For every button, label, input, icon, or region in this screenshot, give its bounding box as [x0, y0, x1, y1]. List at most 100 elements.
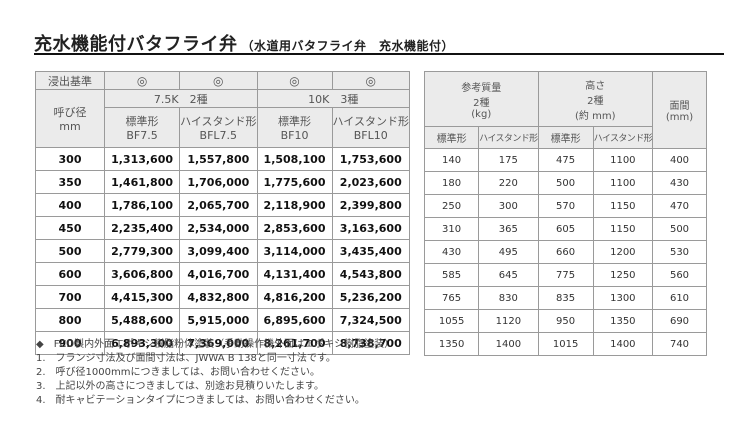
spec-cell: 690	[652, 309, 707, 333]
price-cell: 4,016,700	[179, 262, 258, 286]
price-row: 450 2,235,400 2,534,000 2,853,600 3,163,600	[34, 216, 411, 240]
page-title-main: 充水機能付バタフライ弁	[34, 34, 238, 55]
spec-row: 1350 1400 1015 1400 740	[423, 332, 707, 356]
nominal-size-cell: 600	[34, 262, 106, 286]
price-row: 900 6,893,300 7,369,000 8,261,700 8,738,700	[34, 331, 411, 355]
spec-cell: 500	[652, 217, 707, 241]
price-table: 浸出基準 ◎ ◎ ◎ ◎ 呼び径 mm 7.5K 2種 10K 3種 標準形 BF…	[34, 71, 411, 355]
price-cell: 7,369,000	[179, 331, 258, 355]
spec-cell: 470	[652, 194, 707, 218]
spec-cell: 300	[478, 194, 539, 218]
spec-cell: 835	[537, 286, 594, 310]
spec-row: 250 300 570 1150 470	[423, 194, 707, 218]
mass-label: 参考質量	[461, 82, 502, 94]
spec-cell: 605	[537, 217, 594, 241]
face-to-face-header: 面間 (mm)	[652, 71, 707, 149]
model-code: BFL7.5	[199, 129, 238, 142]
spec-cell: 1150	[592, 217, 654, 241]
spec-cell: 830	[478, 286, 539, 310]
spec-row: 765 830 835 1300 610	[423, 286, 707, 310]
price-cell: 6,893,300	[104, 331, 181, 355]
model-name: ハイスタンド形	[180, 115, 257, 128]
leaching-mark: ◎	[331, 71, 411, 90]
spec-cell: 365	[478, 217, 539, 241]
nominal-size-cell: 300	[34, 147, 106, 171]
price-cell: 3,163,600	[331, 216, 411, 240]
spec-cell: 1150	[592, 194, 654, 218]
price-cell: 3,435,400	[331, 239, 411, 263]
spec-cell: 475	[537, 148, 594, 172]
spec-cell: 585	[423, 263, 480, 287]
mass-highstand-header: ハイスタンド形	[478, 126, 539, 149]
nominal-size-label: 呼び径	[53, 106, 87, 119]
group-10k: 10K 3種	[256, 89, 411, 108]
spec-row: 180 220 500 1100 430	[423, 171, 707, 195]
spec-cell: 500	[537, 171, 594, 195]
note-line: ◆ FCD製内外面エポキシ樹脂粉体塗装（手動操作機外面はエポキシ樹脂塗装）	[36, 339, 395, 350]
price-cell: 6,895,600	[256, 308, 333, 332]
height-header: 高さ 2種 (約 mm)	[537, 71, 654, 127]
price-cell: 2,235,400	[104, 216, 181, 240]
height-standard-header: 標準形	[537, 126, 594, 149]
price-cell: 7,324,500	[331, 308, 411, 332]
model-code: BFL10	[353, 129, 388, 142]
price-row: 700 4,415,300 4,832,800 4,816,200 5,236,200	[34, 285, 411, 309]
mass-header: 参考質量 2種 (kg)	[424, 71, 539, 127]
spec-cell: 1250	[592, 263, 654, 287]
price-cell: 3,099,400	[179, 239, 258, 263]
spec-cell: 570	[537, 194, 594, 218]
nominal-size-cell: 500	[34, 239, 106, 263]
price-cell: 1,775,600	[256, 170, 333, 194]
price-cell: 4,816,200	[256, 285, 333, 309]
spec-cell: 610	[652, 286, 707, 310]
price-cell: 2,853,600	[256, 216, 333, 240]
spec-rows: 140 175 475 1100 400 180 220 500 1100 430 250 300 57…	[423, 148, 707, 356]
spec-cell: 1015	[537, 332, 594, 356]
price-cell: 2,065,700	[179, 193, 258, 217]
spec-cell: 1100	[592, 148, 654, 172]
model-bfl10-header: ハイスタンド形 BFL10	[331, 107, 411, 148]
price-cell: 1,508,100	[256, 147, 333, 171]
note-line: 1. フランジ寸法及び面間寸法は、JWWA B 138と同一寸法です。	[36, 353, 336, 364]
price-cell: 5,915,000	[179, 308, 258, 332]
nominal-size-cell: 700	[34, 285, 106, 309]
price-cell: 4,832,800	[179, 285, 258, 309]
model-row: 標準形 BF7.5 ハイスタンド形 BFL7.5 標準形 BF10 ハイスタンド形 BF…	[36, 107, 411, 148]
note-line: 2. 呼び径1000mmにつきましては、お問い合わせください。	[36, 367, 320, 378]
leaching-standard-label: 浸出基準	[34, 71, 106, 90]
price-cell: 3,114,000	[256, 239, 333, 263]
price-cell: 8,261,700	[256, 331, 333, 355]
price-cell: 2,023,600	[331, 170, 411, 194]
spec-cell: 660	[537, 240, 594, 264]
spec-cell: 1400	[592, 332, 654, 356]
model-bf10-header: 標準形 BF10	[256, 107, 333, 148]
price-row: 300 1,313,600 1,557,800 1,508,100 1,753,600	[34, 147, 411, 171]
price-cell: 1,753,600	[331, 147, 411, 171]
spec-cell: 175	[478, 148, 539, 172]
price-cell: 2,399,800	[331, 193, 411, 217]
note-line: 4. 耐キャビテーションタイプにつきましては、お問い合わせください。	[36, 395, 365, 406]
price-cell: 3,606,800	[104, 262, 181, 286]
spec-cell: 645	[478, 263, 539, 287]
spec-cell: 740	[652, 332, 707, 356]
price-cell: 4,415,300	[104, 285, 181, 309]
price-row: 350 1,461,800 1,706,000 1,775,600 2,023,600	[34, 170, 411, 194]
height-highstand-header: ハイスタンド形	[592, 126, 654, 149]
spec-cell: 1100	[592, 171, 654, 195]
spec-table: 参考質量 2種 (kg) 高さ 2種 (約 mm) 面間 (mm) 標準形 ハイ…	[423, 71, 707, 356]
spec-cell: 1400	[478, 332, 539, 356]
spec-cell: 495	[478, 240, 539, 264]
spec-cell: 400	[652, 148, 707, 172]
price-cell: 1,461,800	[104, 170, 181, 194]
price-cell: 2,779,300	[104, 239, 181, 263]
notes: ◆ FCD製内外面エポキシ樹脂粉体塗装（手動操作機外面はエポキシ樹脂塗装） 1. …	[36, 338, 394, 408]
price-cell: 1,706,000	[179, 170, 258, 194]
model-bfl7-5-header: ハイスタンド形 BFL7.5	[179, 107, 258, 148]
spec-header-row: 参考質量 2種 (kg) 高さ 2種 (約 mm) 面間 (mm)	[424, 71, 707, 149]
pressure-group-row: 呼び径 mm 7.5K 2種 10K 3種	[34, 89, 411, 148]
mass-unit: (kg)	[471, 108, 492, 120]
spec-row: 1055 1120 950 1350 690	[423, 309, 707, 333]
price-cell: 1,786,100	[104, 193, 181, 217]
spec-row: 310 365 605 1150 500	[423, 217, 707, 241]
face-to-face-unit: (mm)	[665, 112, 694, 123]
